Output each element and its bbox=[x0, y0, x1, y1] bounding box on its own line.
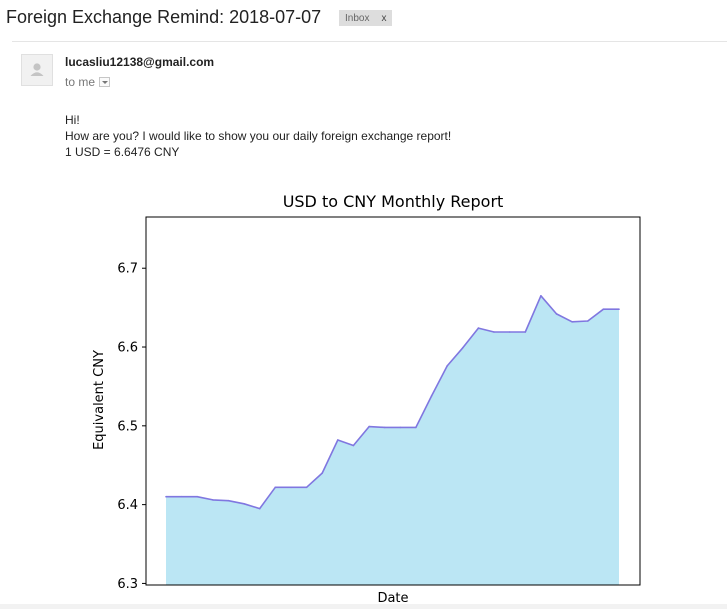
data-point bbox=[446, 365, 449, 367]
y-tick-label: 6.5 bbox=[117, 419, 138, 434]
data-point bbox=[493, 331, 495, 333]
greeting-text: Hi! bbox=[65, 113, 80, 127]
data-point bbox=[555, 313, 558, 315]
y-tick-label: 6.7 bbox=[117, 262, 138, 277]
data-point bbox=[618, 308, 620, 310]
data-point bbox=[352, 444, 355, 447]
sender-email[interactable]: lucasliu12138@gmail.com bbox=[65, 55, 215, 69]
y-tick-label: 6.6 bbox=[117, 341, 138, 356]
remove-label-button[interactable]: x bbox=[381, 12, 387, 24]
header-divider bbox=[12, 41, 727, 42]
data-point bbox=[524, 331, 527, 333]
default-avatar-icon[interactable] bbox=[21, 54, 53, 86]
email-subject: Foreign Exchange Remind: 2018-07-07 bbox=[6, 7, 322, 27]
data-point bbox=[305, 486, 308, 489]
data-point bbox=[602, 308, 605, 310]
data-point bbox=[321, 472, 323, 474]
y-tick-label: 6.4 bbox=[117, 498, 138, 513]
data-point bbox=[212, 499, 214, 501]
chart-title: USD to CNY Monthly Report bbox=[283, 192, 504, 211]
body-line-1: How are you? I would like to show you ou… bbox=[65, 129, 452, 143]
data-point bbox=[462, 347, 464, 349]
series-line bbox=[166, 295, 619, 510]
y-axis-label: Equivalent CNY bbox=[92, 350, 107, 450]
plot-frame bbox=[145, 216, 641, 586]
exchange-rate-text: 1 USD = 6.6476 CNY bbox=[65, 145, 180, 159]
recipient-line: to me bbox=[65, 75, 111, 89]
data-point bbox=[258, 507, 261, 510]
data-point bbox=[290, 486, 292, 489]
subject-bar: Foreign Exchange Remind: 2018-07-07 Inbo… bbox=[0, 0, 727, 40]
data-point bbox=[180, 495, 183, 498]
x-axis-label: Date bbox=[377, 591, 408, 606]
data-point bbox=[399, 426, 402, 429]
data-point bbox=[477, 327, 480, 329]
data-point bbox=[227, 499, 230, 502]
data-point bbox=[571, 321, 573, 323]
inbox-label[interactable]: Inbox x bbox=[339, 10, 393, 26]
data-point bbox=[383, 426, 386, 429]
data-point bbox=[165, 495, 167, 498]
inbox-label-text: Inbox bbox=[345, 12, 370, 24]
data-point bbox=[587, 320, 589, 322]
plot-area: 6.3 6.4 6.5 6.6 6.7 bbox=[117, 216, 641, 592]
bottom-edge bbox=[0, 604, 727, 609]
y-tick-label: 6.3 bbox=[117, 577, 138, 592]
data-point bbox=[540, 295, 542, 297]
data-point bbox=[243, 503, 245, 505]
email-body: Hi! How are you? I would like to show yo… bbox=[65, 112, 451, 160]
data-point bbox=[415, 426, 417, 429]
data-point bbox=[337, 439, 339, 441]
area-fill bbox=[166, 295, 619, 585]
exchange-rate-chart: USD to CNY Monthly Report 6.36.46.56.66.… bbox=[92, 192, 641, 606]
data-point bbox=[274, 486, 277, 489]
chevron-down-icon[interactable] bbox=[99, 77, 111, 87]
recipient-text: to me bbox=[65, 75, 96, 89]
data-point bbox=[508, 331, 511, 333]
data-point bbox=[430, 395, 433, 397]
data-point bbox=[368, 425, 370, 428]
data-point bbox=[196, 495, 198, 498]
